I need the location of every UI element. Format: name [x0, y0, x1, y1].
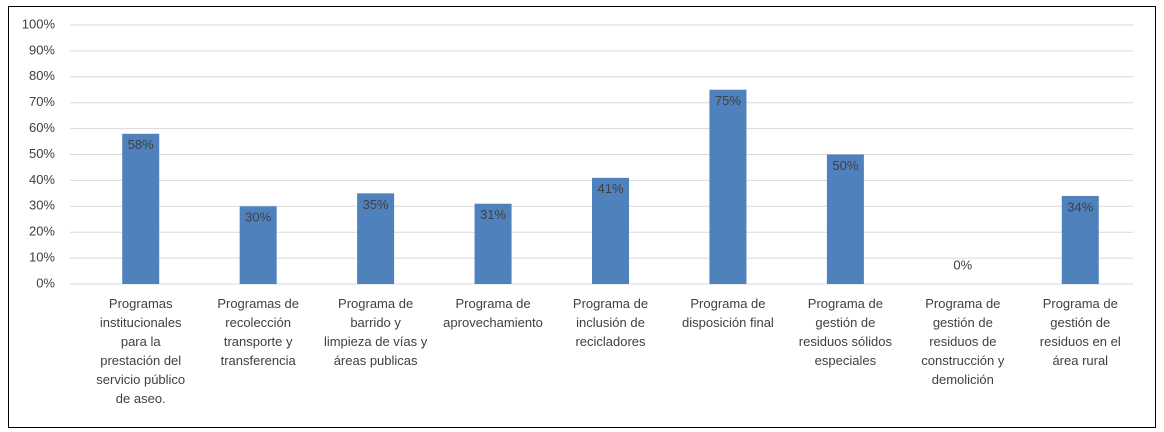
bar	[709, 89, 747, 284]
x-tick-label: Programa de aprovechamiento	[443, 296, 543, 330]
y-tick-label: 30%	[29, 198, 55, 213]
bar	[357, 193, 395, 284]
data-label: 30%	[245, 210, 271, 225]
y-tick-label: 90%	[29, 42, 55, 57]
bar	[122, 133, 160, 284]
y-tick-label: 10%	[29, 250, 55, 265]
x-tick-label: Programa de gestión de residuos sólidos …	[798, 296, 892, 368]
y-tick-label: 60%	[29, 120, 55, 135]
y-tick-label: 0%	[36, 275, 55, 290]
y-tick-label: 100%	[22, 16, 56, 31]
x-tick-label: Programa de gestión de residuos de const…	[921, 296, 1005, 387]
bar	[474, 203, 512, 284]
y-tick-label: 40%	[29, 172, 55, 187]
x-tick-label: Programa de gestión de residuos en el ár…	[1039, 296, 1121, 368]
data-label: 58%	[128, 137, 154, 152]
x-tick-label: Programas de recolección transporte y tr…	[217, 296, 299, 368]
y-tick-label: 70%	[29, 94, 55, 109]
y-tick-label: 50%	[29, 146, 55, 161]
data-label: 34%	[1067, 199, 1093, 214]
data-label: 35%	[363, 197, 389, 212]
bar	[592, 177, 629, 284]
bar	[239, 206, 277, 284]
bar	[826, 154, 864, 284]
data-label: 75%	[715, 93, 741, 108]
data-label: 50%	[832, 158, 858, 173]
x-tick-label: Programa de barrido y limpieza de vías y…	[323, 296, 428, 368]
bar	[1061, 195, 1099, 284]
data-label: 41%	[597, 181, 623, 196]
x-tick-label: Programa de disposición final	[682, 296, 774, 330]
data-label: 31%	[480, 207, 506, 222]
y-tick-label: 80%	[29, 68, 55, 83]
x-tick-label: Programa de inclusión de recicladores	[572, 296, 649, 349]
x-tick-label: Programas institucionales para la presta…	[96, 296, 186, 406]
y-tick-label: 20%	[29, 224, 55, 239]
data-label: 0%	[953, 257, 972, 272]
